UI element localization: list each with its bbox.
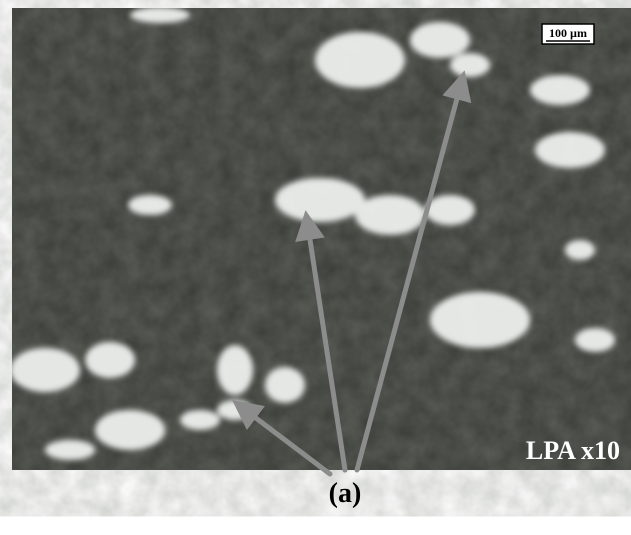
micrograph: 100 µm LPA x10 <box>10 7 631 470</box>
page: {"scale_bar": "100 µm", "magnification":… <box>0 0 631 535</box>
magnification-label: LPA x10 <box>526 436 620 465</box>
figure: 100 µm LPA x10 (a) <box>0 0 631 535</box>
figure-label: (a) <box>329 478 362 509</box>
scale-bar-label: 100 µm <box>549 26 587 40</box>
